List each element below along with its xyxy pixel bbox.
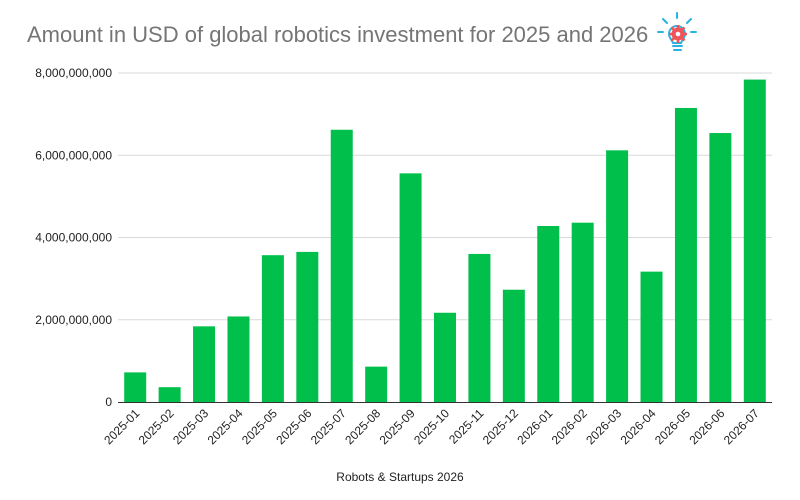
lightbulb-gear-icon [657,12,697,51]
x-tick-label: 2026-04 [618,406,659,447]
x-tick-label: 2025-06 [273,406,314,447]
gridlines [118,72,772,321]
x-tick-label: 2025-03 [170,406,211,447]
bar-2026-07 [743,79,766,402]
y-tick-label: 8,000,000,000 [35,66,112,80]
x-tick-label: 2025-09 [377,406,418,447]
y-tick-label: 6,000,000,000 [35,148,112,162]
x-tick-label: 2025-10 [411,406,452,447]
bar-2026-03 [606,150,629,402]
bar-2025-06 [296,251,319,402]
bar-2025-12 [502,289,525,402]
y-axis-tick-labels: 0 2,000,000,000 4,000,000,000 6,000,000,000… [35,66,112,409]
x-tick-label: 2025-07 [308,406,349,447]
bar-2026-06 [709,133,732,403]
y-tick-label: 4,000,000,000 [35,231,112,245]
bar-2025-03 [193,326,216,402]
x-tick-label: 2025-12 [480,406,521,447]
bar-2026-02 [571,222,594,402]
x-tick-label: 2025-01 [101,406,142,447]
x-tick-label: 2026-03 [583,406,624,447]
bar-2025-07 [330,129,353,402]
bar-2026-04 [640,271,663,402]
bars [124,79,766,403]
x-tick-label: 2026-06 [686,406,727,447]
chart-title: Amount in USD of global robotics investm… [27,22,649,47]
x-tick-label: 2026-02 [549,406,590,447]
bar-2025-11 [468,253,491,402]
x-tick-label: 2025-04 [205,406,246,447]
chart-caption: Robots & Startups 2026 [336,470,464,484]
x-tick-label: 2025-11 [446,406,487,447]
bar-2026-05 [674,107,697,403]
x-tick-label: 2025-05 [239,406,280,447]
x-tick-label: 2026-07 [721,406,762,447]
bar-2025-05 [261,255,284,402]
x-tick-label: 2026-01 [514,406,555,447]
y-tick-label: 2,000,000,000 [35,313,112,327]
bar-2025-04 [227,316,250,402]
bar-2026-01 [537,225,560,402]
bar-2025-08 [365,366,388,402]
bar-2025-01 [124,372,147,402]
y-tick-label: 0 [105,395,112,409]
x-tick-label: 2025-02 [136,406,177,447]
bar-2025-02 [158,387,181,402]
bar-2025-10 [434,312,456,402]
bar-2025-09 [399,173,422,402]
x-tick-label: 2026-05 [652,406,693,447]
x-axis-tick-labels: 2025-012025-022025-032025-042025-052025-… [101,406,762,447]
x-tick-label: 2025-08 [342,406,383,447]
